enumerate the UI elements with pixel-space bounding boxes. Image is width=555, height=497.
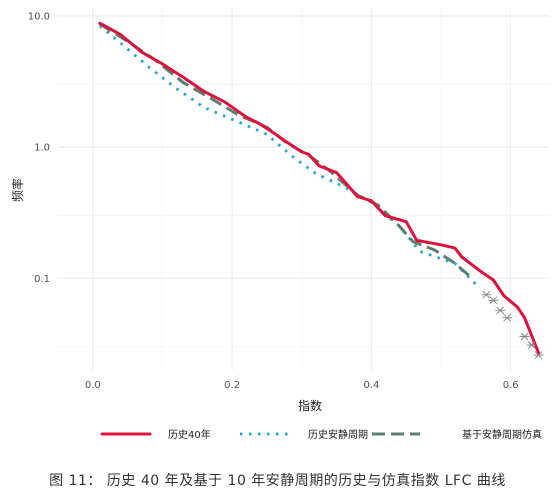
data-point-marker bbox=[502, 313, 513, 322]
data-point-marker bbox=[526, 341, 537, 349]
marker-layer bbox=[481, 290, 544, 359]
series-layer bbox=[98, 21, 541, 355]
x-tick-label: 0.4 bbox=[363, 380, 379, 391]
grid bbox=[58, 8, 549, 370]
y-tick-label: 0.1 bbox=[34, 274, 50, 285]
y-axis-title: 频率 bbox=[10, 178, 25, 202]
chart: 0.0 0.2 0.4 0.6 0.1 1.0 10.0 指数 频率 历史40年 历史安静周… bbox=[10, 8, 549, 441]
x-tick-labels: 0.0 0.2 0.4 0.6 bbox=[85, 380, 519, 391]
legend-label: 基于安静周期仿真 bbox=[462, 428, 542, 441]
y-tick-label: 10.0 bbox=[28, 11, 50, 22]
data-point-marker bbox=[481, 290, 492, 299]
series-line-solid bbox=[98, 21, 541, 355]
data-point-marker bbox=[519, 332, 530, 341]
x-axis-title: 指数 bbox=[298, 398, 322, 413]
y-tick-labels: 0.1 1.0 10.0 bbox=[28, 11, 50, 284]
x-tick-label: 0.0 bbox=[85, 380, 101, 391]
y-tick-label: 1.0 bbox=[34, 143, 50, 154]
legend-label: 历史安静周期 bbox=[308, 428, 368, 441]
legend: 历史40年 历史安静周期 基于安静周期仿真 bbox=[100, 428, 542, 441]
data-point-marker bbox=[488, 296, 499, 305]
data-point-marker bbox=[533, 351, 544, 359]
data-point-marker bbox=[495, 306, 506, 315]
legend-label: 历史40年 bbox=[168, 428, 211, 441]
x-tick-label: 0.6 bbox=[503, 380, 519, 391]
x-tick-label: 0.2 bbox=[224, 380, 240, 391]
series-line-dashed bbox=[99, 22, 470, 277]
figure-caption: 图 11： 历史 40 年及基于 10 年安静周期的历史与仿真指数 LFC 曲线 bbox=[49, 473, 506, 489]
